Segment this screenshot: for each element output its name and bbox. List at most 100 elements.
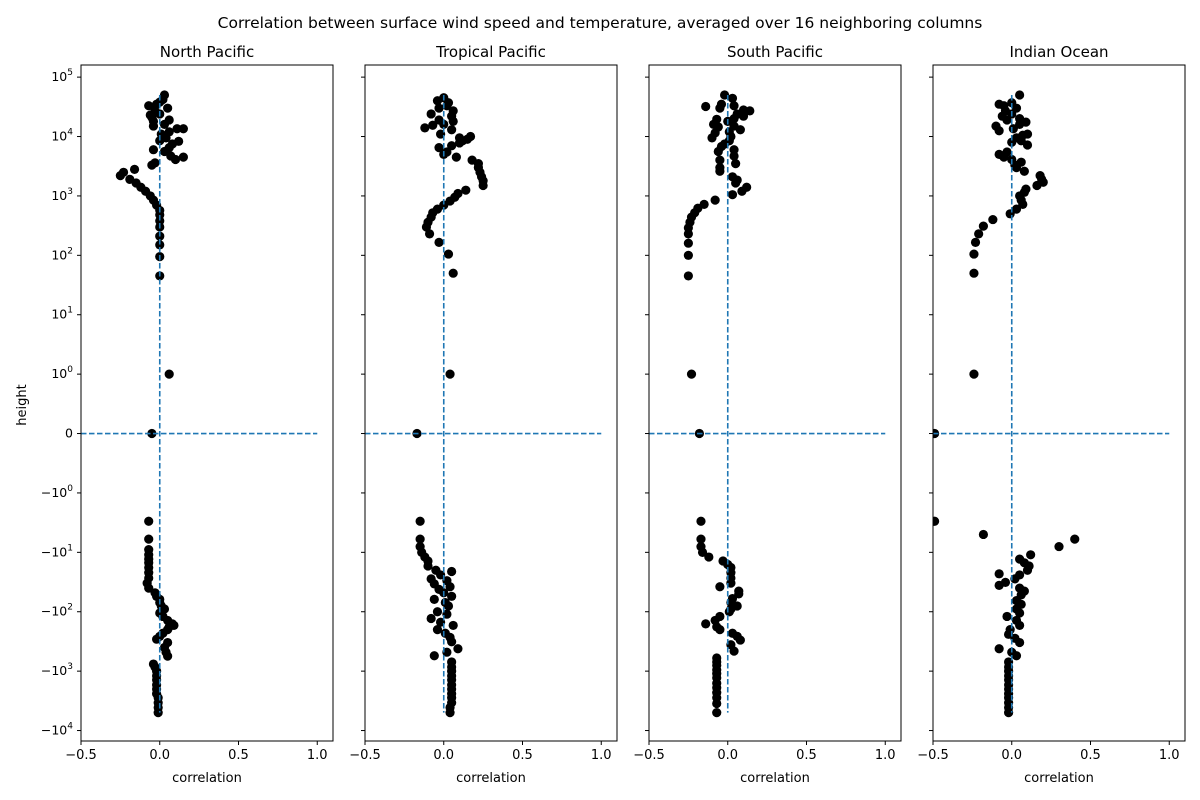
data-point <box>1015 637 1025 648</box>
data-point <box>716 99 727 109</box>
data-point <box>144 516 154 526</box>
data-point <box>683 271 693 281</box>
y-tick-label: 0 <box>65 426 73 441</box>
data-point <box>994 569 1004 579</box>
data-point <box>994 149 1004 160</box>
y-tick-label: 103 <box>51 187 73 203</box>
data-point <box>144 534 154 544</box>
data-point <box>720 90 730 100</box>
data-point <box>415 516 425 526</box>
data-point <box>436 570 446 580</box>
data-point <box>436 129 446 139</box>
data-point <box>1010 574 1020 584</box>
data-point <box>164 115 174 125</box>
x-tick-label: 0.0 <box>1001 748 1022 763</box>
data-point <box>429 594 439 605</box>
x-axis-label: correlation <box>740 771 810 786</box>
data-point <box>988 214 998 225</box>
data-point <box>164 127 174 137</box>
data-point <box>144 101 154 111</box>
data-point <box>462 134 472 144</box>
data-point <box>729 101 739 111</box>
scatter-series <box>412 93 488 718</box>
data-point <box>164 369 174 379</box>
data-point <box>974 229 984 239</box>
data-point <box>445 369 455 379</box>
data-point <box>150 158 160 168</box>
data-point <box>1016 157 1026 167</box>
y-tick-label: 104 <box>51 128 73 144</box>
data-point <box>727 93 738 103</box>
data-point <box>969 249 979 259</box>
x-tick-label: −0.5 <box>65 748 97 763</box>
data-point <box>704 552 714 562</box>
data-point <box>991 121 1001 131</box>
data-point <box>970 237 981 248</box>
data-point <box>129 164 140 174</box>
y-tick-label: −104 <box>41 722 73 738</box>
data-point <box>172 124 182 134</box>
data-point <box>447 591 457 601</box>
data-point <box>426 613 436 624</box>
x-tick-label: −0.5 <box>633 748 665 763</box>
data-point <box>731 159 741 169</box>
data-point <box>735 635 745 645</box>
y-tick-label: 102 <box>51 246 73 262</box>
data-point <box>445 708 455 718</box>
x-tick-label: 1.0 <box>307 748 328 763</box>
data-point <box>467 155 477 165</box>
x-tick-label: 0.5 <box>1080 748 1101 763</box>
y-tick-label: −101 <box>41 543 73 559</box>
x-tick-label: 1.0 <box>1159 748 1180 763</box>
x-tick-label: 1.0 <box>875 748 896 763</box>
data-point <box>443 601 454 611</box>
data-point <box>144 583 154 593</box>
x-tick-label: −0.5 <box>349 748 381 763</box>
data-point <box>978 221 989 231</box>
data-point <box>152 634 162 644</box>
subplot-title: Indian Ocean <box>1009 43 1108 61</box>
axes-frame <box>932 64 1186 742</box>
data-point <box>447 125 457 135</box>
subplot: Tropical Pacific −0.5 0.0 0.5 1.0 correlation <box>349 43 618 786</box>
data-point <box>727 190 738 200</box>
data-point <box>426 109 436 119</box>
subplots: North Pacific −0.5 0.0 0.5 1.0 correlation 105… <box>41 43 1186 786</box>
data-point <box>434 115 444 125</box>
x-tick-label: 0.5 <box>796 748 817 763</box>
data-point <box>178 124 188 134</box>
data-point <box>969 268 979 278</box>
data-point <box>712 114 722 124</box>
data-point <box>727 172 738 182</box>
x-tick-label: 0.5 <box>512 748 533 763</box>
data-point <box>163 651 173 661</box>
data-point <box>448 106 458 116</box>
data-point <box>174 136 184 146</box>
data-point <box>712 708 722 718</box>
y-tick-label: −102 <box>41 603 73 619</box>
y-tick-label: −100 <box>41 484 73 500</box>
data-point <box>155 240 165 250</box>
data-point <box>428 120 438 130</box>
data-point <box>701 101 711 112</box>
data-point <box>1002 611 1012 622</box>
data-point <box>451 152 461 162</box>
data-point <box>442 609 452 619</box>
data-point <box>994 644 1004 654</box>
subplot-title: North Pacific <box>160 43 254 61</box>
data-point <box>148 145 159 155</box>
axes-frame <box>364 64 618 742</box>
data-point <box>178 152 188 162</box>
data-point <box>1054 541 1064 552</box>
subplot: North Pacific −0.5 0.0 0.5 1.0 correlation 105… <box>41 43 334 786</box>
data-point <box>933 516 940 526</box>
data-point <box>447 637 457 647</box>
data-point <box>453 644 463 654</box>
data-point <box>156 129 166 139</box>
data-point <box>118 167 129 177</box>
data-point <box>697 547 708 557</box>
data-point <box>729 145 739 155</box>
data-point <box>726 578 736 588</box>
y-tick-label: −103 <box>41 662 73 678</box>
